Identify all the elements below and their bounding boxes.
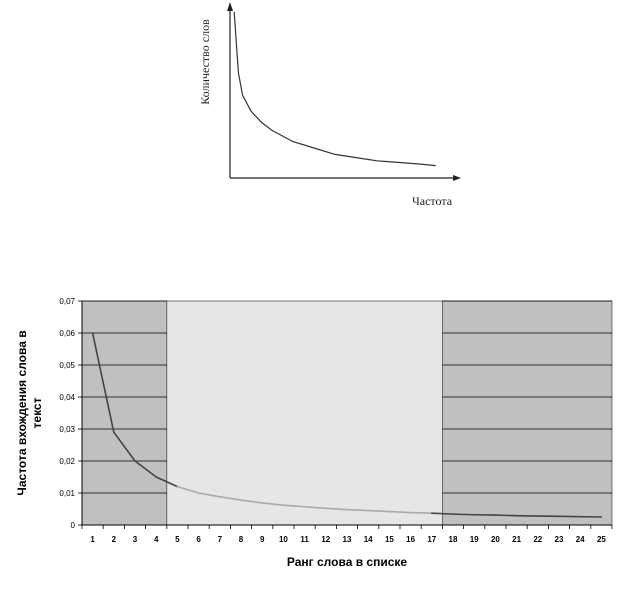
- y-tick-label: 0,04: [59, 393, 75, 402]
- frequency-line-segment: [261, 502, 285, 506]
- x-tick-label: 4: [154, 535, 159, 544]
- frequency-line-segment: [176, 485, 200, 494]
- x-tick-label: 19: [470, 535, 479, 544]
- shaded-regions: [81, 300, 613, 526]
- x-tick-label: 12: [321, 535, 330, 544]
- x-tick-label: 16: [406, 535, 415, 544]
- x-tick-labels: 1 2 3 4 5 6 7 8 9 10 11 12 13 14 15 16 17 18 19 20 21 22 23 24 2…: [90, 535, 606, 544]
- schematic-x-arrow-icon: [453, 175, 461, 181]
- schematic-curve: [233, 11, 436, 167]
- frequency-line-segment: [134, 460, 157, 478]
- frequency-line-segment: [367, 509, 391, 513]
- x-tick-label: 15: [385, 535, 394, 544]
- frequency-line-segment: [155, 476, 179, 488]
- schematic-y-arrow-icon: [227, 2, 233, 11]
- chart-axes: [81, 301, 612, 526]
- x-tick-label: 3: [133, 535, 138, 544]
- y-tick-label: 0,03: [59, 425, 75, 434]
- schematic-curve-layer: [233, 11, 436, 167]
- y-axis-label-line-1: Частота вхождения слова в: [15, 330, 29, 495]
- y-tick-label: 0,06: [59, 329, 75, 338]
- frequency-line-segment: [388, 510, 412, 514]
- y-tick-label: 0,07: [59, 297, 75, 306]
- frequency-line-segment: [409, 511, 433, 514]
- x-tick-label: 7: [218, 535, 223, 544]
- x-tick-label: 13: [343, 535, 352, 544]
- x-tick-label: 10: [279, 535, 288, 544]
- frequency-line-segment: [197, 492, 221, 498]
- x-tick-label: 18: [449, 535, 458, 544]
- region-dark-3: [441, 300, 613, 526]
- x-axis-label: Ранг слова в списке: [287, 555, 407, 569]
- x-tick-label: 22: [533, 535, 542, 544]
- x-tick-label: 23: [555, 535, 564, 544]
- y-tick-labels: 0 0,01 0,02 0,03 0,04 0,05 0,06 0,07: [59, 297, 75, 530]
- frequency-line-segment: [303, 505, 327, 510]
- schematic-axes: [227, 2, 461, 181]
- frequency-line-segment: [91, 332, 115, 434]
- x-tick-label: 21: [512, 535, 521, 544]
- schematic-y-axis-label: Количество слов: [198, 19, 212, 105]
- frequency-line-segment: [452, 513, 476, 516]
- y-tick-label: 0: [71, 521, 76, 530]
- region-light-2: [166, 300, 443, 526]
- frequency-line-segment: [219, 496, 242, 501]
- y-tick-label: 0,05: [59, 361, 75, 370]
- frequency-line-segment: [324, 507, 348, 511]
- frequency-line-segment: [113, 431, 136, 462]
- frequency-line-segment: [346, 508, 370, 512]
- x-tick-label: 5: [175, 535, 180, 544]
- x-tick-label: 8: [239, 535, 244, 544]
- frequency-line-segment: [240, 499, 264, 504]
- x-tick-label: 2: [112, 535, 117, 544]
- gridlines: [78, 300, 613, 529]
- x-tick-label: 1: [90, 535, 95, 544]
- x-tick-label: 6: [196, 535, 201, 544]
- frequency-line-segment: [494, 514, 518, 517]
- x-tick-label: 17: [427, 535, 436, 544]
- frequency-line-layer: [91, 332, 603, 518]
- y-tick-label: 0,01: [59, 489, 75, 498]
- x-tick-label: 11: [300, 535, 309, 544]
- frequency-line-segment: [430, 512, 454, 515]
- y-tick-label: 0,02: [59, 457, 75, 466]
- x-tick-label: 14: [364, 535, 373, 544]
- x-tick-label: 24: [576, 535, 585, 544]
- y-axis-label-line-2: текст: [30, 397, 44, 428]
- x-tick-label: 9: [260, 535, 265, 544]
- schematic-x-axis-label: Частота: [412, 194, 453, 208]
- schematic-chart: Количество слов Частота: [198, 2, 461, 208]
- x-tick-label: 25: [597, 535, 606, 544]
- frequency-line-segment: [282, 504, 306, 508]
- x-tick-label: 20: [491, 535, 500, 544]
- region-dark-1: [81, 300, 168, 526]
